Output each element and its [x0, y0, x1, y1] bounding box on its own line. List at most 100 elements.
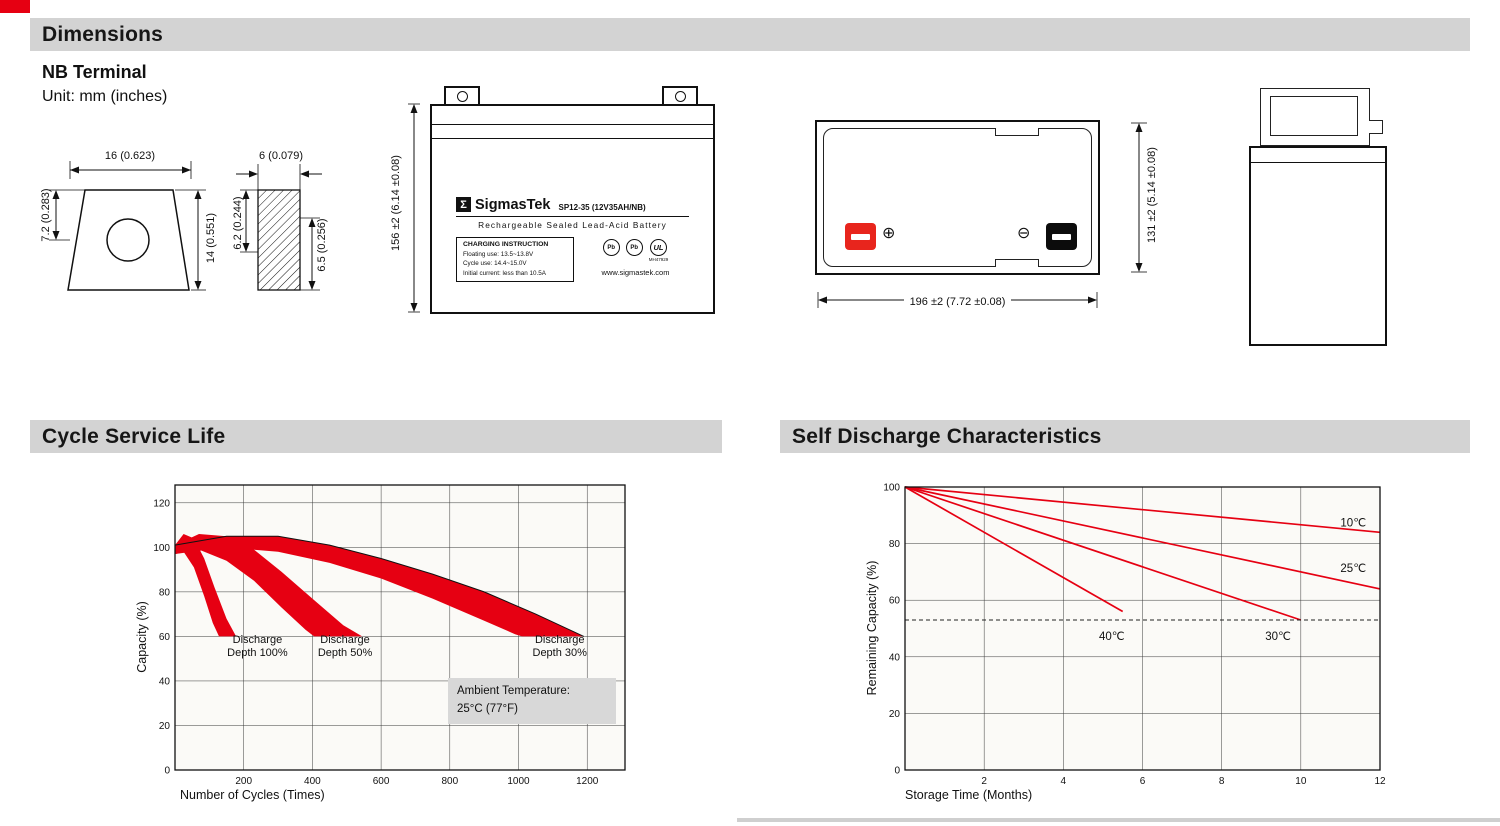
series-t10 — [904, 486, 1381, 534]
terminal-heading: NB Terminal — [42, 62, 147, 82]
dim-front-width: 16 (0.623) — [104, 150, 156, 162]
y-tick-label: 40 — [159, 676, 171, 687]
dim-topview-depth: 131 ±2 (5.14 ±0.08) — [1146, 147, 1158, 243]
side-body — [1249, 146, 1387, 346]
annotation: Discharge Depth 30% — [533, 634, 588, 659]
y-tick-label: 80 — [889, 539, 901, 550]
website: www.sigmastek.com — [601, 268, 670, 277]
battery-case: Σ SigmasTek SP12-35 (12V35AH/NB) Recharg… — [430, 104, 715, 314]
negative-terminal — [1046, 223, 1077, 250]
plot-border — [904, 486, 1381, 771]
x-tick-label: 10 — [1295, 776, 1307, 787]
label-main-row: CHARGING INSTRUCTION Floating use: 13.5~… — [456, 237, 689, 283]
terminal-front-drawing — [40, 148, 225, 303]
band-dod30 — [175, 536, 584, 637]
x-tick-label: 6 — [1140, 776, 1146, 787]
terminal-post-left — [444, 86, 480, 106]
side-cap-inner — [1270, 96, 1358, 136]
brand-row: Σ SigmasTek SP12-35 (12V35AH/NB) — [456, 196, 689, 213]
bottom-notch — [995, 259, 1039, 267]
battery-side-view-drawing — [1248, 86, 1393, 350]
y-tick-label: 0 — [164, 766, 170, 777]
y-tick-label: 100 — [883, 483, 900, 494]
series-t25 — [904, 486, 1381, 590]
terminal-slot — [1052, 233, 1071, 240]
label-rule — [456, 216, 689, 217]
corner-mark — [0, 0, 30, 13]
series-t30 — [904, 486, 1302, 621]
plot-border — [174, 484, 626, 771]
terminal-post-hole-icon — [674, 90, 686, 102]
y-tick-label: 100 — [153, 543, 170, 554]
self-discharge-xlabel: Storage Time (Months) — [905, 788, 1033, 802]
side-cap-outer — [1260, 88, 1370, 146]
battery-label: Σ SigmasTek SP12-35 (12V35AH/NB) Recharg… — [456, 196, 689, 283]
y-tick-label: 20 — [889, 709, 901, 720]
series-label: 25℃ — [1340, 563, 1366, 575]
dim-front-height-right: 14 (0.551) — [205, 212, 217, 264]
dim-topview-width: 196 ±2 (7.72 ±0.08) — [903, 296, 1012, 308]
annotation: Discharge Depth 100% — [227, 634, 288, 659]
x-tick-label: 12 — [1374, 776, 1386, 787]
brand-sigma-logo-icon: Σ — [456, 197, 471, 212]
pb-recycle-icon: Pb — [625, 239, 643, 256]
plus-symbol-icon: ⊕ — [882, 225, 896, 242]
side-seam — [1249, 162, 1387, 163]
y-tick-label: 0 — [894, 766, 900, 777]
x-tick-label: 4 — [1061, 776, 1067, 787]
section-header-cycle-life: Cycle Service Life — [30, 420, 722, 453]
top-notch — [995, 128, 1039, 136]
lid-seam-2 — [432, 138, 713, 139]
y-tick-label: 120 — [153, 498, 170, 509]
section-header-self-discharge: Self Discharge Characteristics — [780, 420, 1470, 453]
series-label: 40℃ — [1099, 631, 1125, 643]
dim-section-left: 6.2 (0.244) — [232, 196, 244, 250]
terminal-post-right — [662, 86, 698, 106]
series-t40 — [904, 486, 1124, 613]
ambient-note-line2: 25°C (77°F) — [457, 702, 518, 715]
dim-section-right: 6.5 (0.256) — [316, 218, 328, 272]
x-tick-label: 800 — [441, 776, 458, 787]
terminal-post-hole-icon — [456, 90, 468, 102]
lid-seam-1 — [432, 124, 713, 125]
certification-icons: Pb Pb UL MH47929 www.sigmastek.com — [582, 237, 689, 282]
x-tick-label: 2 — [981, 776, 987, 787]
charging-instruction-box: CHARGING INSTRUCTION Floating use: 13.5~… — [456, 237, 574, 283]
y-tick-label: 60 — [889, 596, 901, 607]
charging-title: CHARGING INSTRUCTION — [463, 241, 549, 248]
terminal-section-hatched — [257, 189, 301, 291]
dim-topview-width-wrap: 196 ±2 (7.72 ±0.08) — [815, 292, 1100, 310]
battery-front-drawing: Σ SigmasTek SP12-35 (12V35AH/NB) Recharg… — [430, 86, 715, 316]
model-number: SP12-35 (12V35AH/NB) — [558, 203, 646, 212]
self-discharge-ylabel: Remaining Capacity (%) — [865, 560, 879, 696]
unit-note: Unit: mm (inches) — [42, 88, 168, 105]
battery-height-dim-line — [408, 103, 420, 313]
cycle-chart-xlabel: Number of Cycles (Times) — [180, 788, 325, 802]
band-dod100 — [175, 534, 237, 637]
x-tick-label: 1000 — [507, 776, 530, 787]
battery-top-view-drawing: ⊕ ⊖ — [815, 120, 1100, 275]
ul-icon: UL — [649, 239, 667, 256]
terminal-front-svg — [49, 161, 206, 291]
cycle-life-chart: 200 400 600 800 1000 1200 0 20 40 60 80 100 120 Disch… — [153, 484, 626, 787]
cycle-chart-ylabel: Capacity (%) — [135, 601, 149, 673]
section-title-self-discharge: Self Discharge Characteristics — [792, 424, 1102, 448]
minus-symbol-icon: ⊖ — [1017, 225, 1031, 242]
envelope-curve — [174, 535, 585, 637]
terminal-slot — [851, 233, 870, 240]
top-view-inner — [823, 128, 1092, 267]
annotation: Discharge Depth 50% — [318, 634, 373, 659]
x-tick-label: 1200 — [576, 776, 599, 787]
ul-code: MH47929 — [648, 257, 669, 262]
charging-line: Floating use: 13.5~13.8V — [463, 251, 534, 258]
positive-terminal — [845, 223, 876, 250]
charging-line: Cycle use: 14.4~15.0V — [463, 260, 527, 268]
series-label: 10℃ — [1340, 518, 1366, 530]
ambient-note-line1: Ambient Temperature: — [457, 685, 570, 697]
section-title-cycle-life: Cycle Service Life — [42, 424, 226, 448]
bottom-divider — [737, 818, 1500, 822]
top-view-outer — [815, 120, 1100, 275]
y-tick-label: 80 — [159, 587, 171, 598]
x-tick-label: 600 — [373, 776, 390, 787]
